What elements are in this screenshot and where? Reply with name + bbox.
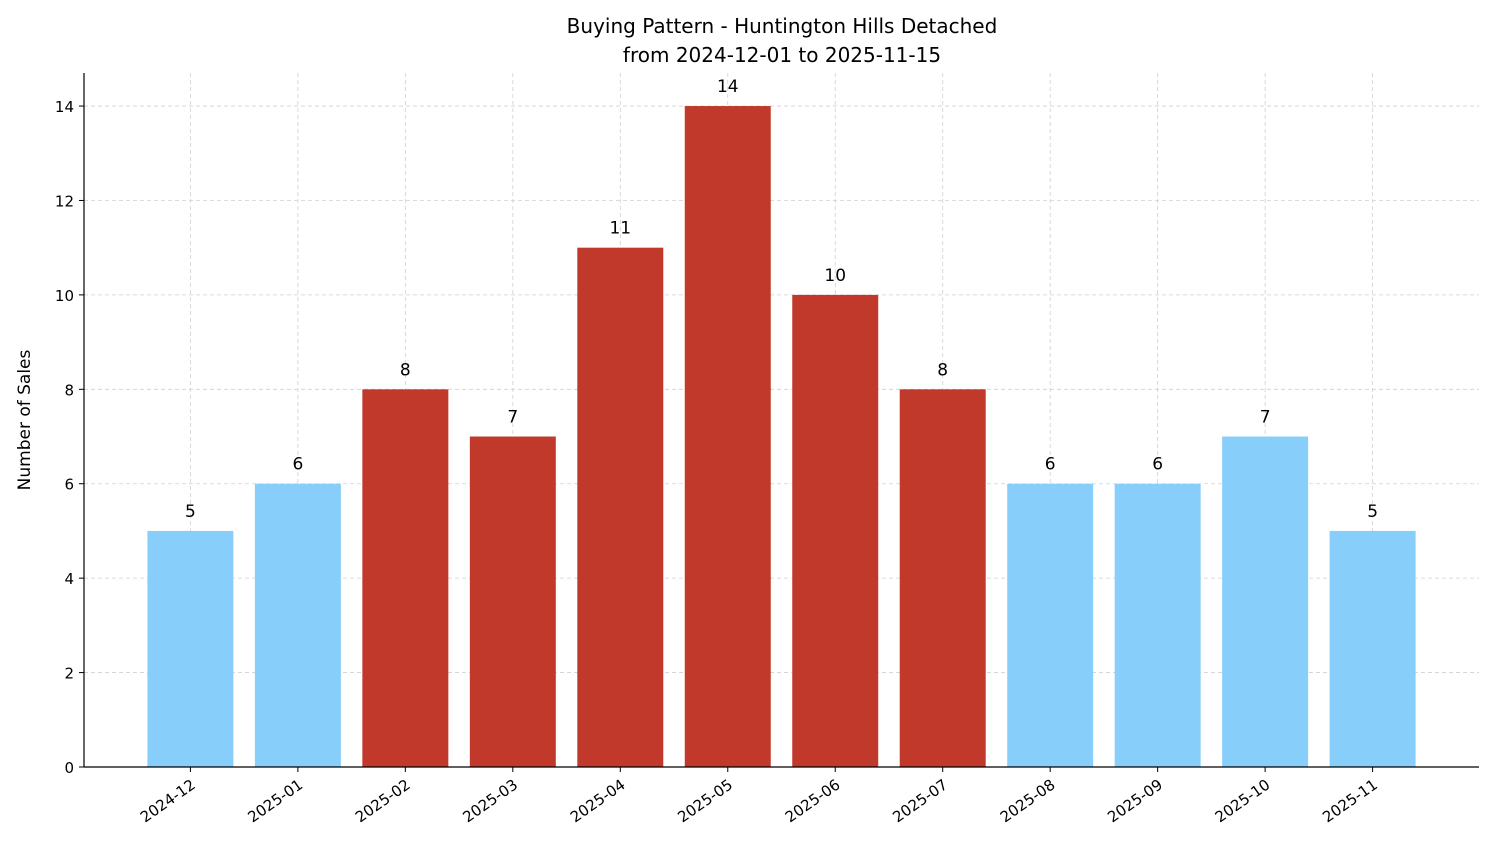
value-label: 5 (1367, 502, 1378, 522)
x-tick-label: 2025-11 (1319, 776, 1381, 827)
x-tick-label: 2025-07 (889, 776, 951, 827)
x-tick-label: 2024-12 (137, 776, 199, 827)
value-label: 6 (1152, 455, 1163, 475)
value-label: 7 (507, 408, 518, 428)
y-tick-label: 8 (64, 381, 74, 399)
x-tick-label: 2025-03 (459, 776, 521, 827)
y-axis-label: Number of Sales (15, 349, 35, 490)
value-label: 5 (185, 502, 196, 522)
chart-subtitle: from 2024-12-01 to 2025-11-15 (623, 43, 941, 67)
bar (147, 530, 234, 767)
bar (469, 436, 556, 767)
y-tick-label: 6 (64, 476, 74, 494)
x-tick-label: 2025-06 (782, 776, 844, 827)
y-tick-label: 10 (55, 287, 74, 305)
y-tick-label: 4 (64, 570, 74, 588)
bar (1222, 436, 1309, 767)
bar (577, 247, 664, 767)
bar (1007, 483, 1094, 767)
value-label: 14 (717, 77, 739, 97)
y-tick-label: 14 (55, 98, 74, 116)
bar (899, 389, 986, 767)
x-tick-label: 2025-08 (997, 776, 1059, 827)
value-label: 7 (1260, 408, 1271, 428)
value-label: 10 (824, 266, 846, 286)
y-tick-label: 0 (64, 759, 74, 777)
bar (1114, 483, 1201, 767)
x-tick-label: 2025-09 (1104, 776, 1166, 827)
value-label: 6 (292, 455, 303, 475)
bar (684, 106, 771, 768)
value-label: 11 (609, 219, 631, 239)
y-tick-label: 2 (64, 665, 74, 683)
x-tick-label: 2025-02 (352, 776, 414, 827)
chart-title: Buying Pattern - Huntington Hills Detach… (567, 14, 998, 38)
value-label: 8 (400, 360, 411, 380)
x-tick-label: 2025-10 (1212, 776, 1274, 827)
x-tick-label: 2025-01 (244, 776, 306, 827)
bar (792, 294, 879, 767)
y-tick-label: 12 (55, 192, 74, 210)
bar (362, 389, 449, 767)
x-tick-label: 2025-05 (674, 776, 736, 827)
value-label: 6 (1045, 455, 1056, 475)
bar (1329, 530, 1416, 767)
value-label: 8 (937, 360, 948, 380)
bar (254, 483, 341, 767)
x-tick-label: 2025-04 (567, 776, 629, 827)
